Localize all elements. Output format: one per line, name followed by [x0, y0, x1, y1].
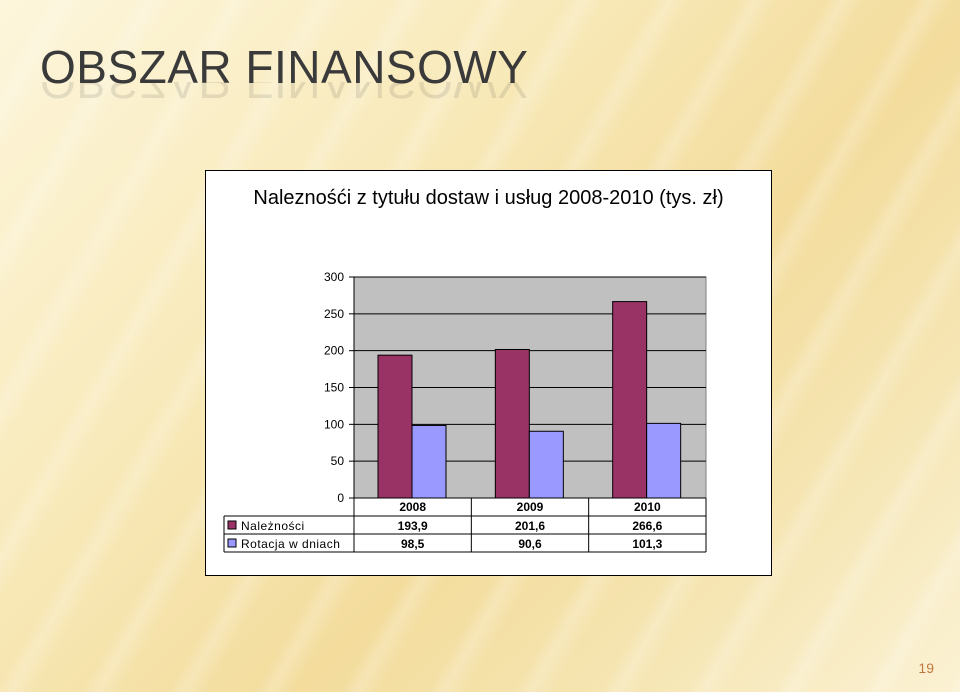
data-label: 101,3: [632, 537, 662, 551]
y-tick-label: 0: [337, 491, 344, 505]
chart-title: Naleznośći z tytułu dostaw i usług 2008-…: [253, 187, 724, 209]
slide-title-reflection: OBSZAR FINANSOWY: [40, 82, 529, 108]
data-label: 266,6: [632, 519, 662, 533]
bar-rotacja-2008: [411, 424, 447, 499]
y-tick-label: 300: [324, 270, 344, 284]
bar-naleznosci-2008: [377, 354, 413, 499]
legend-swatch: [227, 538, 237, 548]
bar-naleznosci-2010: [612, 301, 648, 499]
legend-label: Rotacja w dniach: [241, 537, 340, 551]
chart-frame: Naleznośći z tytułu dostaw i usług 2008-…: [205, 170, 772, 576]
bar-naleznosci-2009: [494, 348, 530, 499]
page-number: 19: [918, 660, 934, 676]
bar-rotacja-2010: [646, 422, 682, 499]
bar-rotacja-2009: [528, 430, 564, 499]
slide-title: OBSZAR FINANSOWY: [40, 41, 529, 93]
data-label: 90,6: [518, 537, 542, 551]
y-tick-label: 150: [324, 381, 344, 395]
data-label: 193,9: [398, 519, 428, 533]
y-tick-label: 100: [324, 417, 344, 431]
legend-label: Należności: [241, 519, 305, 533]
x-tick-label: 2010: [634, 500, 661, 514]
data-label: 98,5: [401, 537, 425, 551]
legend-swatch: [227, 520, 237, 530]
y-tick-label: 200: [324, 344, 344, 358]
data-label: 201,6: [515, 519, 545, 533]
chart-svg: 0 50 100 150 200 250 300 2008 2009 2010 Należności…: [223, 270, 707, 553]
y-tick-label: 250: [324, 307, 344, 321]
x-tick-label: 2009: [517, 500, 544, 514]
x-tick-label: 2008: [399, 500, 426, 514]
y-tick-label: 50: [331, 454, 345, 468]
